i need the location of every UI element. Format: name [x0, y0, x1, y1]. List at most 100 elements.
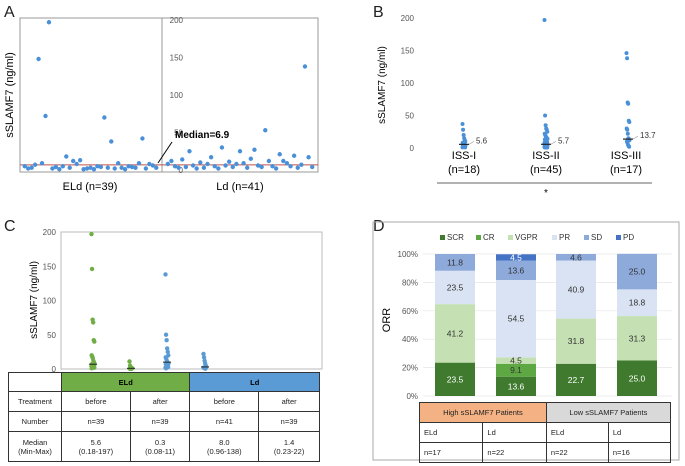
data-point: [306, 155, 311, 160]
iss-iii-n: (n=17): [610, 164, 642, 176]
data-point: [248, 156, 254, 161]
data-point: [299, 162, 304, 167]
bar-segment: [496, 279, 536, 358]
y-tick-label: 60%: [402, 307, 418, 316]
data-point: [216, 166, 221, 171]
data-point: [50, 166, 55, 171]
data-point: [543, 123, 548, 128]
table-d-arm: Ld: [482, 422, 547, 443]
data-point: [77, 158, 83, 163]
median-value-label: 13.7: [640, 131, 656, 140]
bar-value-label: 13.6: [508, 265, 525, 275]
panel-b-ylabel: sSLAMF7 (ng/ml): [377, 46, 388, 124]
y-tick-label: 200: [170, 16, 184, 25]
table-c-cell: 5.6 (0.18-197): [61, 431, 131, 462]
data-point: [74, 161, 79, 167]
data-point: [201, 351, 206, 357]
data-point: [143, 166, 149, 171]
data-point: [98, 164, 104, 170]
data-point: [165, 161, 171, 167]
data-point: [172, 164, 178, 169]
data-point: [92, 339, 97, 344]
data-point: [180, 157, 185, 162]
data-point: [88, 165, 93, 170]
data-point: [625, 127, 630, 132]
table-d-arm: ELd: [418, 422, 484, 443]
bar-segment: [617, 316, 657, 361]
data-point: [266, 158, 272, 164]
data-point: [163, 272, 168, 277]
data-point: [460, 145, 465, 150]
data-point: [89, 266, 95, 272]
data-point: [201, 165, 207, 170]
data-point: [53, 164, 59, 170]
bar-segment: [556, 363, 596, 396]
data-point: [29, 165, 34, 170]
data-point: [43, 113, 48, 119]
data-point: [169, 158, 174, 164]
data-point: [288, 164, 293, 169]
data-point: [90, 320, 96, 325]
data-point: [165, 349, 170, 355]
iss-i-label: ISS-I: [452, 150, 476, 162]
data-point: [625, 131, 630, 136]
data-point: [150, 163, 156, 168]
data-point: [626, 101, 631, 106]
legend-label: PR: [559, 233, 570, 242]
y-tick-label: 200: [43, 228, 57, 237]
panel-letter-c: C: [4, 218, 16, 235]
data-point: [183, 164, 189, 170]
significance-marker: *: [544, 188, 548, 199]
table-d-arm: Ld: [607, 422, 672, 443]
data-point: [203, 366, 208, 371]
table-d-number: n=22: [545, 442, 609, 463]
y-tick-label: 20%: [402, 364, 418, 373]
bar-value-label: 18.8: [629, 298, 646, 308]
bar-segment: [496, 254, 536, 261]
y-tick-label: 100%: [398, 250, 418, 259]
bar-segment: [496, 376, 536, 396]
y-tick-label: 40%: [402, 335, 418, 344]
y-tick-label: 50: [47, 331, 56, 340]
data-point: [119, 165, 124, 170]
data-point: [284, 161, 290, 166]
y-tick-label: 150: [43, 262, 57, 271]
data-point: [194, 166, 199, 171]
data-point: [164, 338, 169, 343]
bar-segment: [435, 270, 475, 305]
range-value: (0.23-22): [273, 446, 305, 456]
data-point: [36, 56, 41, 62]
median-pointer: [157, 141, 173, 164]
data-point: [544, 145, 549, 150]
data-point: [70, 158, 76, 164]
data-point: [543, 113, 548, 118]
bar-segment: [435, 304, 475, 363]
data-point: [187, 149, 192, 154]
data-point: [164, 346, 170, 351]
bar-segment: [496, 357, 536, 364]
data-point: [309, 164, 315, 170]
legend-swatch: [476, 235, 481, 240]
bar-value-label: 25.0: [629, 267, 646, 277]
data-point: [163, 366, 169, 371]
bar-value-label: 31.8: [568, 336, 585, 346]
legend-swatch: [584, 235, 589, 240]
data-point: [25, 166, 31, 171]
data-point: [95, 164, 100, 169]
data-point: [67, 165, 72, 170]
panel-letter-a: A: [4, 4, 15, 21]
data-point: [237, 149, 243, 154]
data-point: [81, 167, 86, 172]
data-point: [627, 144, 632, 149]
data-point: [112, 166, 117, 171]
y-tick-label: 100: [43, 297, 57, 306]
data-point: [291, 153, 297, 158]
data-point: [22, 164, 27, 169]
data-point: [624, 51, 629, 56]
panel-a-frame: [19, 17, 319, 173]
data-point: [115, 161, 121, 166]
data-point: [627, 120, 632, 124]
